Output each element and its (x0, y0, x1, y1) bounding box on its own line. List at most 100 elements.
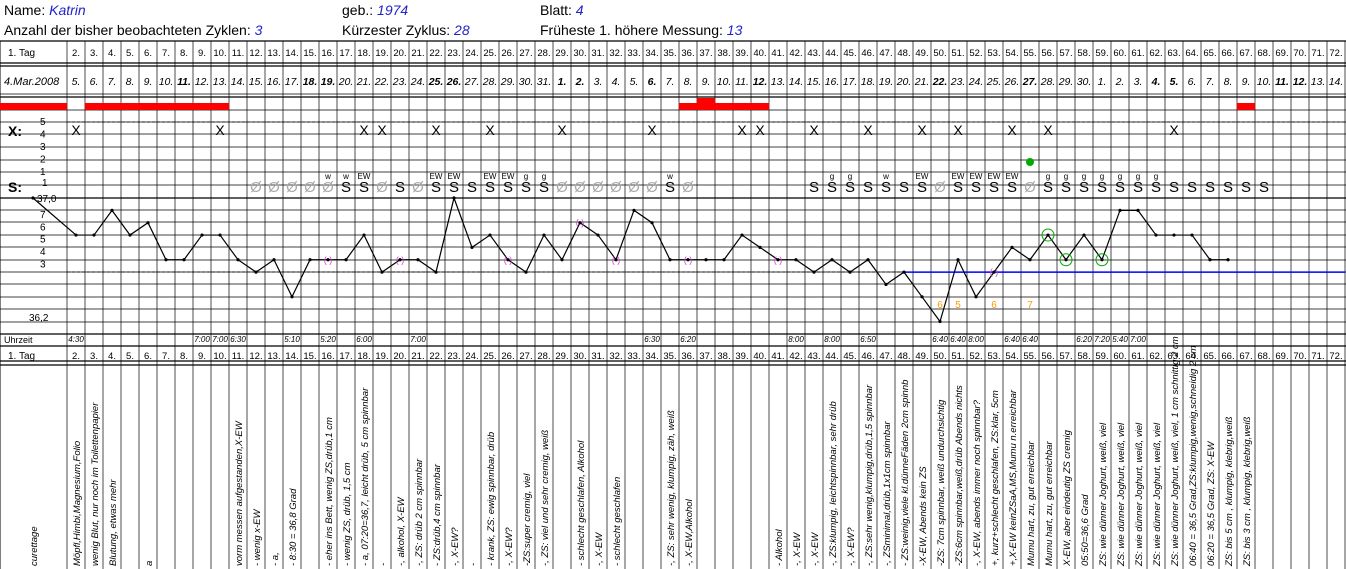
s-symbol: S (467, 179, 477, 196)
s-symbol: S (917, 179, 927, 196)
day-number: 2. (72, 48, 80, 59)
temperature-point (668, 258, 672, 262)
day-number: 16. (321, 48, 334, 59)
day-number-bottom: 39. (735, 351, 748, 362)
day-number: 61. (1131, 48, 1144, 59)
temperature-point (686, 258, 690, 262)
calendar-date: 28. (482, 76, 498, 88)
bleeding-mark (679, 103, 697, 110)
day-number: 46. (861, 48, 874, 59)
calendar-date: 8. (1224, 76, 1233, 88)
temperature-point (848, 270, 852, 274)
calendar-date: 11. (177, 76, 191, 88)
temperature-point (776, 258, 780, 262)
day-note: - wenig x-EW (252, 508, 263, 566)
measurement-time: 8:00 (968, 335, 984, 344)
temperature-point (164, 258, 168, 262)
calendar-date: 17. (843, 76, 858, 88)
calendar-date: 14. (231, 76, 246, 88)
s-annotation: w (882, 172, 889, 181)
name-field: Name: Katrin (4, 2, 86, 18)
temperature-point (812, 270, 816, 274)
day-note: - Alkohol (774, 529, 785, 566)
calendar-date: 2. (575, 76, 585, 88)
day-number: 37. (699, 48, 712, 59)
bracketed-temperature: ( ) (612, 255, 621, 265)
calendar-date: 19. (321, 76, 336, 88)
temperature-point (758, 245, 762, 249)
day-number-bottom: 29. (555, 351, 568, 362)
day-number-bottom: 3. (90, 351, 98, 362)
day-number-bottom: 15. (303, 351, 316, 362)
s-symbol: Ø (592, 179, 604, 196)
temperature-point (902, 270, 906, 274)
day-number: 22. (429, 48, 442, 59)
day-number-bottom: 32. (609, 351, 622, 362)
calendar-date: 12. (753, 76, 768, 88)
s-annotation: g (1046, 172, 1050, 181)
s-annotation: EW (484, 172, 497, 181)
day-number-bottom: 25. (483, 351, 496, 362)
day-number: 24. (465, 48, 478, 59)
orange-label: 7 (1027, 300, 1033, 311)
bleeding-mark (697, 98, 715, 110)
cycles-value: 3 (254, 22, 263, 38)
calendar-date: 9. (144, 76, 153, 88)
measurement-time: 5:40 (1112, 335, 1128, 344)
s-symbol: S (1007, 179, 1017, 196)
day-number-bottom: 26. (501, 351, 514, 362)
day-number: 43. (807, 48, 820, 59)
calendar-date: 11. (1275, 76, 1289, 88)
day-number-bottom: 47. (879, 351, 892, 362)
temperature-point (92, 233, 96, 237)
s-symbol: S (863, 179, 873, 196)
s-symbol: S (971, 179, 981, 196)
x-mark: X (71, 122, 81, 138)
calendar-date: 22. (374, 76, 390, 88)
calendar-date: 7. (1206, 76, 1215, 88)
bracketed-temperature: ( ) (990, 267, 999, 277)
day-number-bottom: 67. (1239, 351, 1252, 362)
temperature-point (488, 233, 492, 237)
earliest-measurement-field: Früheste 1. höhere Messung: 13 (540, 22, 743, 38)
day-number-bottom: 16. (321, 351, 334, 362)
x-mark: X (1007, 122, 1017, 138)
temperature-point (1118, 208, 1122, 212)
calendar-date: 17. (285, 76, 300, 88)
day-number: 47. (879, 48, 892, 59)
s-symbol: Ø (646, 179, 658, 196)
day-number-bottom: 57. (1059, 351, 1072, 362)
measurement-time: 6:00 (356, 335, 372, 344)
day-number: 23. (447, 48, 460, 59)
calendar-date: 7. (108, 76, 117, 88)
temperature-point (1010, 245, 1014, 249)
s-symbol: Ø (682, 179, 694, 196)
measurement-time: 4:30 (68, 335, 84, 344)
day-note: - ZS:drüb,4 cm spinnbar (432, 463, 443, 566)
s-annotation: EW (358, 172, 371, 181)
day-number: 40. (753, 48, 766, 59)
day-number: 66. (1221, 48, 1234, 59)
s-annotation: g (1118, 172, 1122, 181)
day-number: 12. (249, 48, 262, 59)
day-note: -, ZS: drüb 2 cm spinnbar (414, 458, 425, 566)
temperature-point (326, 258, 330, 262)
day-number-bottom: 68. (1257, 351, 1270, 362)
day-number: 8. (180, 48, 188, 59)
day-number: 70. (1293, 48, 1306, 59)
s-symbol: Ø (412, 179, 424, 196)
x-row-tick: 1 (40, 167, 46, 178)
day-number-bottom: 63. (1167, 351, 1180, 362)
temperature-point (1190, 233, 1194, 237)
day-number: 29. (555, 48, 568, 59)
day-number-bottom: 19. (375, 351, 388, 362)
s-symbol: S (1043, 179, 1053, 196)
day-number: 55. (1023, 48, 1036, 59)
temperature-point (542, 233, 546, 237)
day-number: 72. (1329, 48, 1342, 59)
day-number-bottom: 52. (969, 351, 982, 362)
temp-tick: 7 (40, 210, 46, 221)
temperature-point (200, 233, 204, 237)
day-note: - ZS:weinig,viele kl.dünneFäden 2cm spin… (900, 380, 911, 566)
bleeding-mark (121, 103, 139, 110)
